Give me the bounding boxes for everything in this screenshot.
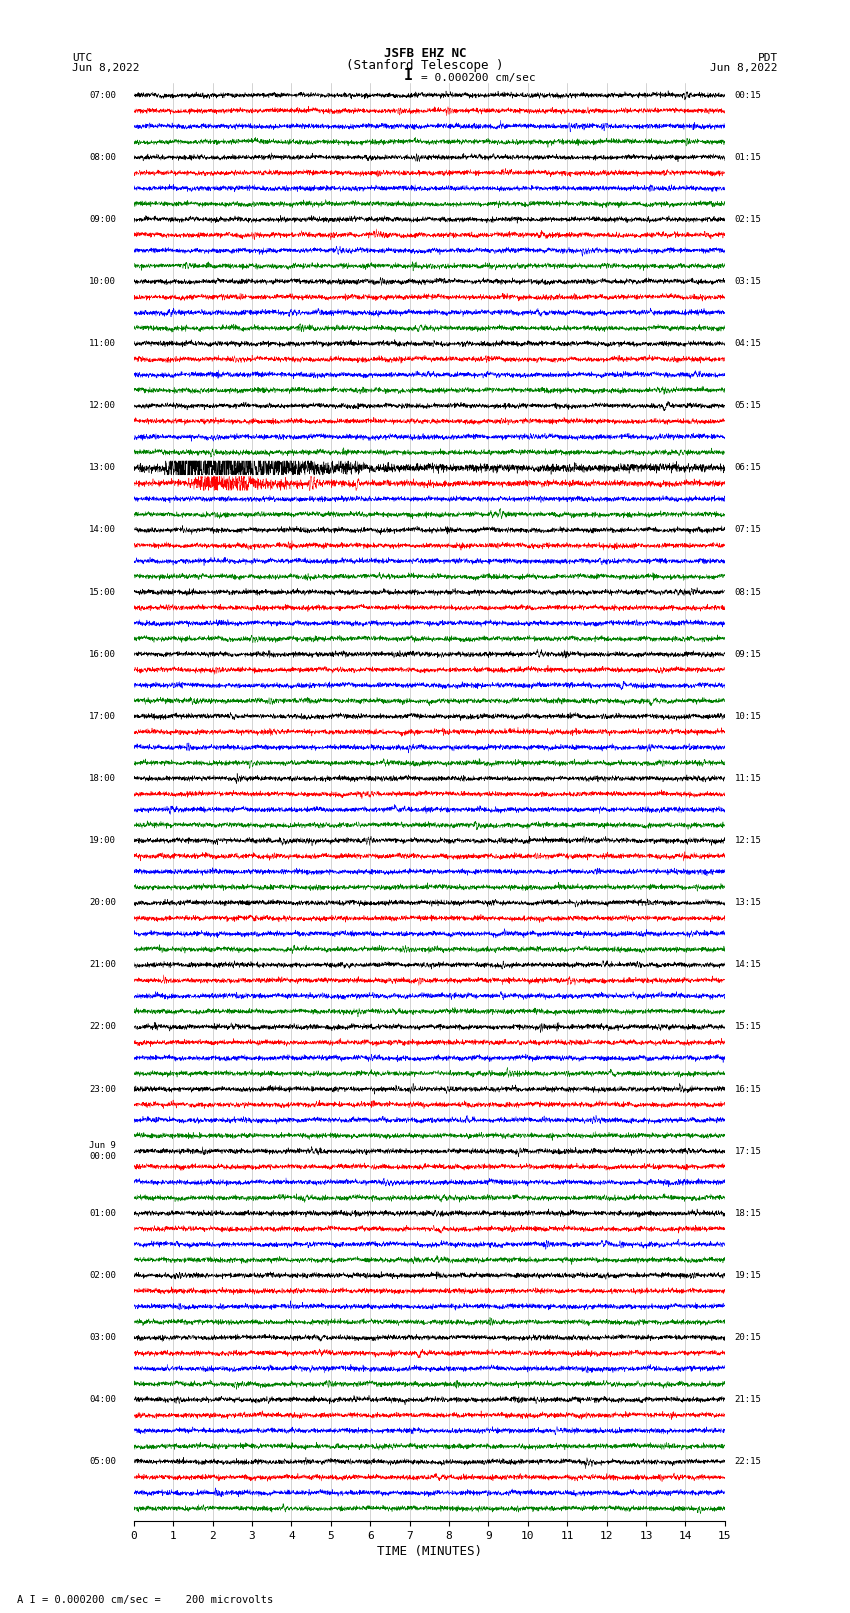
Text: 20:15: 20:15	[734, 1332, 762, 1342]
Text: 03:15: 03:15	[734, 277, 762, 286]
Text: A I = 0.000200 cm/sec =    200 microvolts: A I = 0.000200 cm/sec = 200 microvolts	[17, 1595, 273, 1605]
Text: 21:15: 21:15	[734, 1395, 762, 1405]
Text: 05:15: 05:15	[734, 402, 762, 410]
Text: 14:15: 14:15	[734, 960, 762, 969]
Text: (Stanford Telescope ): (Stanford Telescope )	[346, 58, 504, 71]
Text: 06:15: 06:15	[734, 463, 762, 473]
Text: Jun 8,2022: Jun 8,2022	[72, 63, 139, 73]
Text: 22:00: 22:00	[89, 1023, 116, 1031]
Text: 00:15: 00:15	[734, 90, 762, 100]
Text: 01:00: 01:00	[89, 1208, 116, 1218]
Text: 16:00: 16:00	[89, 650, 116, 658]
Text: 18:00: 18:00	[89, 774, 116, 782]
Text: 15:00: 15:00	[89, 587, 116, 597]
Text: 10:00: 10:00	[89, 277, 116, 286]
Text: 09:15: 09:15	[734, 650, 762, 658]
Text: 17:00: 17:00	[89, 711, 116, 721]
Text: 12:00: 12:00	[89, 402, 116, 410]
Text: 04:00: 04:00	[89, 1395, 116, 1405]
Text: 09:00: 09:00	[89, 215, 116, 224]
Text: 01:15: 01:15	[734, 153, 762, 161]
Text: PDT: PDT	[757, 53, 778, 63]
Text: 17:15: 17:15	[734, 1147, 762, 1155]
Text: 21:00: 21:00	[89, 960, 116, 969]
Text: 19:00: 19:00	[89, 836, 116, 845]
X-axis label: TIME (MINUTES): TIME (MINUTES)	[377, 1545, 482, 1558]
Text: 19:15: 19:15	[734, 1271, 762, 1281]
Text: 04:15: 04:15	[734, 339, 762, 348]
Text: 13:00: 13:00	[89, 463, 116, 473]
Text: = 0.000200 cm/sec: = 0.000200 cm/sec	[421, 73, 536, 84]
Text: JSFB EHZ NC: JSFB EHZ NC	[383, 47, 467, 60]
Text: 08:15: 08:15	[734, 587, 762, 597]
Text: I: I	[404, 68, 412, 84]
Text: 08:00: 08:00	[89, 153, 116, 161]
Text: 16:15: 16:15	[734, 1084, 762, 1094]
Text: Jun 8,2022: Jun 8,2022	[711, 63, 778, 73]
Text: Jun 9
00:00: Jun 9 00:00	[89, 1142, 116, 1161]
Text: UTC: UTC	[72, 53, 93, 63]
Text: 07:15: 07:15	[734, 526, 762, 534]
Text: 11:15: 11:15	[734, 774, 762, 782]
Text: 11:00: 11:00	[89, 339, 116, 348]
Text: 02:15: 02:15	[734, 215, 762, 224]
Text: 05:00: 05:00	[89, 1457, 116, 1466]
Text: 02:00: 02:00	[89, 1271, 116, 1281]
Text: 18:15: 18:15	[734, 1208, 762, 1218]
Text: 14:00: 14:00	[89, 526, 116, 534]
Text: 03:00: 03:00	[89, 1332, 116, 1342]
Text: 13:15: 13:15	[734, 898, 762, 907]
Text: 20:00: 20:00	[89, 898, 116, 907]
Text: 22:15: 22:15	[734, 1457, 762, 1466]
Text: 10:15: 10:15	[734, 711, 762, 721]
Text: 23:00: 23:00	[89, 1084, 116, 1094]
Text: 15:15: 15:15	[734, 1023, 762, 1031]
Text: 12:15: 12:15	[734, 836, 762, 845]
Text: 07:00: 07:00	[89, 90, 116, 100]
